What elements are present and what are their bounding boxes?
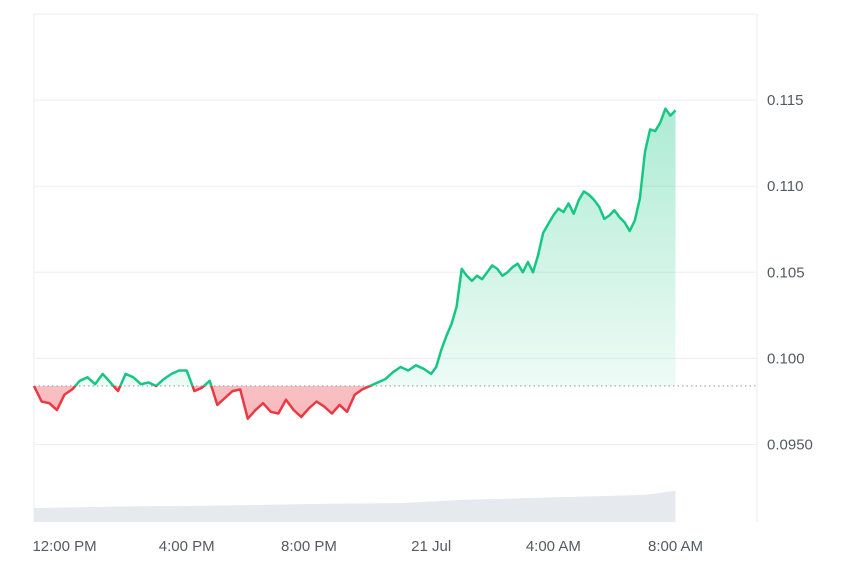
x-tick-label: 4:00 AM [526,538,581,555]
y-tick-label: 0.105 [767,264,805,281]
price-line-up [34,107,677,386]
x-tick-label: 4:00 PM [159,538,215,555]
y-tick-label: 0.0950 [767,437,813,454]
volume-area [34,490,676,522]
y-tick-label: 0.115 [767,92,803,109]
y-tick-label: 0.110 [767,178,803,195]
x-tick-label: 12:00 PM [32,538,96,555]
x-tick-label: 21 Jul [411,538,451,555]
area-above-baseline [75,108,676,386]
x-tick-label: 8:00 AM [648,538,703,555]
y-tick-label: 0.100 [767,350,805,367]
x-tick-label: 8:00 PM [281,538,337,555]
area-below-baseline [34,385,676,419]
